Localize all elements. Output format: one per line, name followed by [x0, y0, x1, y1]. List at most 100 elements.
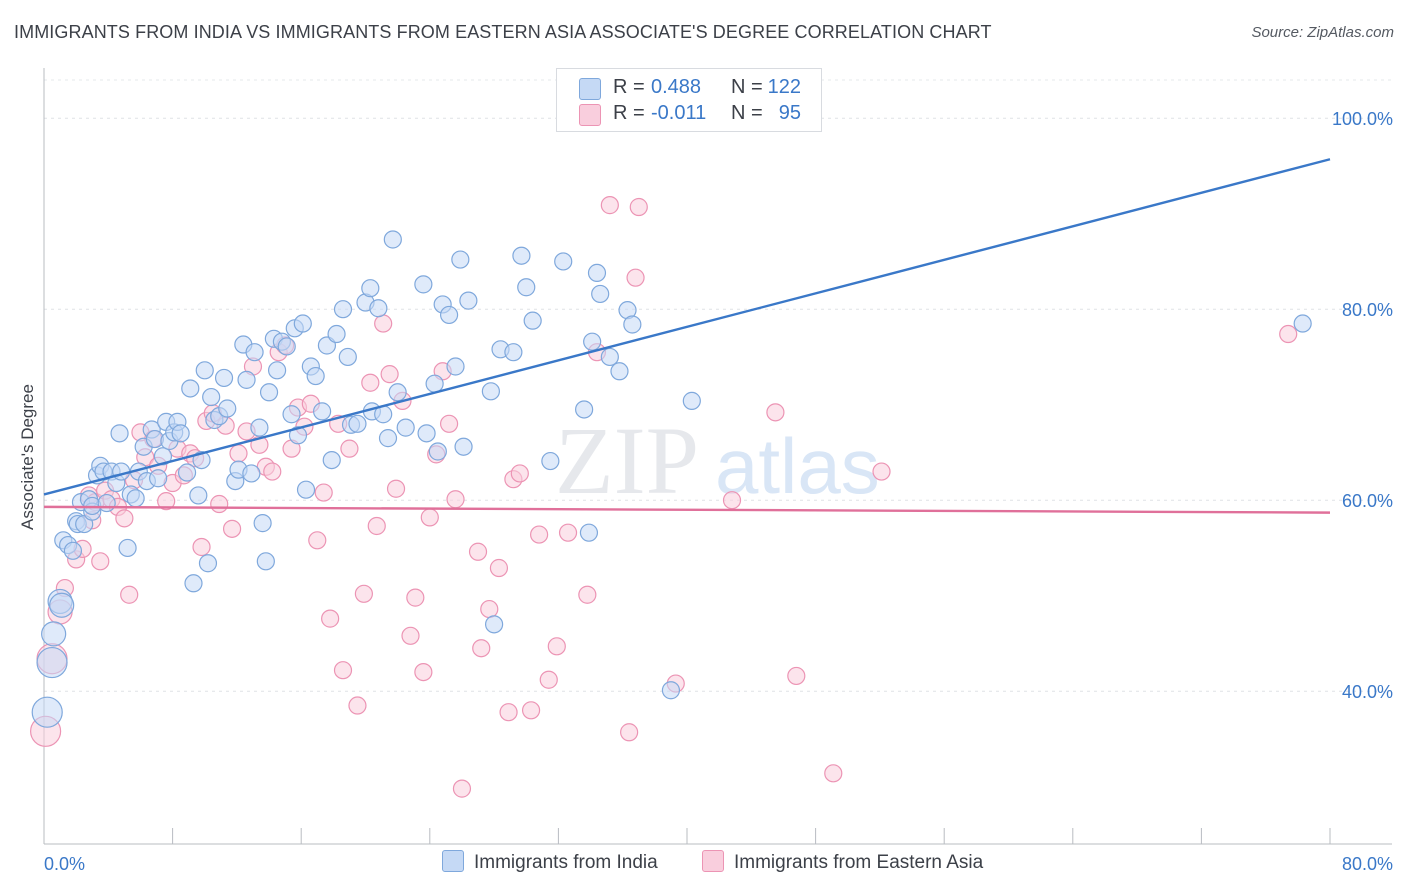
eastern-asia-point	[600, 196, 619, 215]
legend-r-value: 0.488	[651, 76, 702, 98]
india-point	[661, 681, 681, 700]
trend-line-eastern-asia	[43, 505, 1331, 514]
india-point	[396, 418, 415, 437]
eastern-asia-point	[314, 483, 333, 502]
india-point	[454, 437, 473, 456]
eastern-asia-point	[414, 662, 433, 682]
india-point	[481, 382, 500, 401]
eastern-asia-point	[510, 464, 529, 483]
watermark-zip: ZIP	[555, 407, 699, 514]
eastern-asia-point	[374, 314, 393, 333]
eastern-asia-point	[620, 723, 639, 742]
india-point	[333, 300, 353, 319]
eastern-asia-point	[480, 599, 499, 619]
india-point	[378, 429, 398, 448]
india-point	[575, 400, 594, 419]
india-point	[322, 450, 341, 470]
india-point	[242, 464, 261, 483]
india-point	[110, 424, 129, 443]
india-point	[189, 486, 208, 505]
series-india	[31, 230, 1312, 728]
india-point	[31, 696, 63, 728]
watermark-atlas: atlas	[715, 422, 880, 510]
eastern-asia-point	[1279, 324, 1298, 344]
india-point	[327, 324, 346, 344]
eastern-asia-point	[210, 494, 229, 514]
chart-title: IMMIGRANTS FROM INDIA VS IMMIGRANTS FROM…	[14, 22, 992, 42]
india-point	[425, 374, 444, 393]
india-point	[383, 230, 402, 249]
eastern-asia-point	[722, 491, 742, 510]
y-tick-label: 60.0%	[1342, 491, 1393, 511]
axes	[43, 68, 1392, 845]
india-point	[277, 337, 296, 356]
india-point	[259, 383, 279, 402]
india-point	[361, 279, 380, 298]
eastern-asia-point	[222, 519, 242, 538]
eastern-asia-point	[578, 585, 597, 604]
eastern-asia-point	[872, 462, 891, 481]
india-point	[245, 343, 264, 362]
india-point	[296, 480, 316, 499]
eastern-asia-point	[120, 585, 139, 604]
x-tick-label-max: 80.0%	[1342, 854, 1393, 874]
eastern-asia-point	[629, 197, 648, 217]
eastern-asia-point	[386, 479, 406, 498]
eastern-asia-point	[340, 439, 359, 458]
india-point	[587, 263, 607, 283]
india-point	[250, 418, 269, 437]
series-eastern-asia	[30, 196, 1298, 798]
eastern-asia-point	[539, 670, 558, 689]
eastern-asia-point	[229, 444, 248, 463]
india-point	[312, 402, 332, 421]
india-point	[97, 493, 116, 513]
india-point	[171, 424, 190, 443]
source-label: Source: ZipAtlas.com	[1251, 24, 1394, 41]
eastern-asia-point	[157, 492, 176, 511]
eastern-asia-point	[446, 490, 465, 509]
india-point	[338, 347, 357, 367]
eastern-asia-point	[420, 508, 439, 527]
india-point	[192, 450, 211, 470]
bottom-legend-label-eastern-asia: Immigrants from Eastern Asia	[734, 852, 984, 873]
india-point	[512, 246, 531, 265]
eastern-asia-point	[547, 637, 566, 656]
legend-n-value: 122	[767, 76, 801, 98]
india-point	[112, 462, 131, 481]
axis-labels: 40.0% 60.0% 80.0% 100.0% 0.0% 80.0% Associate'…	[18, 109, 1393, 874]
bottom-legend-label-india: Immigrants from India	[474, 852, 658, 873]
india-point	[49, 592, 75, 618]
india-point	[181, 379, 200, 398]
india-point	[214, 368, 234, 388]
india-point	[36, 646, 68, 679]
india-point	[623, 315, 642, 334]
legend-r-label: R =	[613, 76, 645, 98]
india-point	[253, 514, 272, 533]
eastern-asia-point	[626, 268, 645, 287]
eastern-asia-point	[91, 552, 110, 571]
eastern-asia-point	[115, 509, 134, 528]
legend-n-label: N =	[731, 76, 763, 98]
india-point	[195, 361, 214, 380]
eastern-asia-point	[558, 523, 578, 542]
india-point	[485, 615, 504, 634]
india-point	[348, 414, 367, 433]
india-point	[198, 554, 218, 573]
india-point	[579, 523, 599, 542]
eastern-asia-point	[439, 414, 459, 433]
india-point	[523, 311, 542, 330]
legend: R = 0.488 N = 122 R = -0.011 N = 95	[556, 68, 822, 132]
india-point	[184, 574, 203, 593]
india-point	[63, 541, 83, 560]
india-point	[369, 299, 388, 318]
trend-line-india	[43, 158, 1331, 496]
bottom-legend-eastern-asia: Immigrants from Eastern Asia	[702, 850, 983, 874]
india-point	[126, 489, 145, 508]
india-point	[610, 362, 629, 381]
eastern-asia-point	[321, 609, 340, 628]
india-point	[417, 424, 436, 443]
eastern-asia-point	[824, 764, 843, 783]
india-point	[306, 366, 325, 386]
india-point	[446, 357, 465, 376]
